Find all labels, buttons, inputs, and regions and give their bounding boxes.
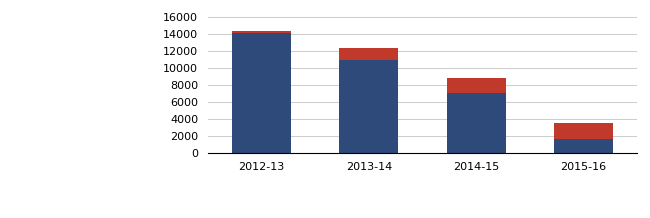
Bar: [554, 123, 613, 139]
Bar: [339, 60, 398, 153]
Bar: [339, 48, 398, 60]
Bar: [447, 78, 506, 94]
Bar: [232, 34, 291, 153]
Bar: [232, 31, 291, 34]
Bar: [554, 139, 613, 153]
Legend: Deficit Before Contingency Reserve, Contingency Reserve: Deficit Before Contingency Reserve, Cont…: [246, 215, 599, 218]
Bar: [447, 94, 506, 153]
